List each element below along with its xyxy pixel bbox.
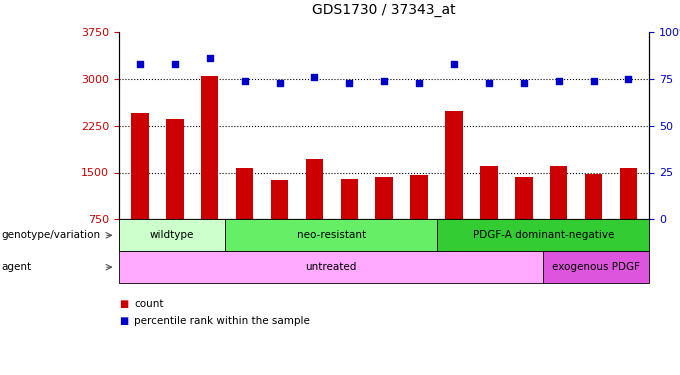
- Text: PDGF-A dominant-negative: PDGF-A dominant-negative: [473, 230, 614, 240]
- Point: [379, 78, 390, 84]
- Bar: [375, 177, 393, 219]
- Text: genotype/variation: genotype/variation: [1, 230, 101, 240]
- Text: neo-resistant: neo-resistant: [296, 230, 366, 240]
- Text: exogenous PDGF: exogenous PDGF: [552, 262, 641, 272]
- Point: [239, 78, 250, 84]
- Bar: [515, 177, 532, 219]
- Point: [204, 55, 215, 61]
- Point: [518, 80, 529, 86]
- Bar: [271, 180, 288, 219]
- Text: wildtype: wildtype: [150, 230, 194, 240]
- Point: [169, 61, 180, 67]
- Bar: [550, 166, 567, 219]
- Text: count: count: [134, 299, 163, 309]
- Text: ■: ■: [119, 299, 129, 309]
- Bar: [480, 166, 498, 219]
- Bar: [619, 168, 637, 219]
- Text: GDS1730 / 37343_at: GDS1730 / 37343_at: [312, 3, 456, 17]
- Point: [483, 80, 494, 86]
- Bar: [166, 119, 184, 219]
- Text: untreated: untreated: [305, 262, 357, 272]
- Text: percentile rank within the sample: percentile rank within the sample: [134, 316, 310, 326]
- Text: agent: agent: [1, 262, 31, 272]
- Bar: [585, 174, 602, 219]
- Bar: [410, 175, 428, 219]
- Point: [449, 61, 460, 67]
- Point: [588, 78, 599, 84]
- Bar: [201, 76, 218, 219]
- Point: [554, 78, 564, 84]
- Bar: [341, 179, 358, 219]
- Point: [344, 80, 355, 86]
- Point: [623, 76, 634, 82]
- Point: [274, 80, 285, 86]
- Point: [135, 61, 146, 67]
- Point: [413, 80, 424, 86]
- Bar: [131, 113, 149, 219]
- Bar: [236, 168, 254, 219]
- Bar: [306, 159, 323, 219]
- Text: ■: ■: [119, 316, 129, 326]
- Point: [309, 74, 320, 80]
- Bar: [445, 111, 462, 219]
